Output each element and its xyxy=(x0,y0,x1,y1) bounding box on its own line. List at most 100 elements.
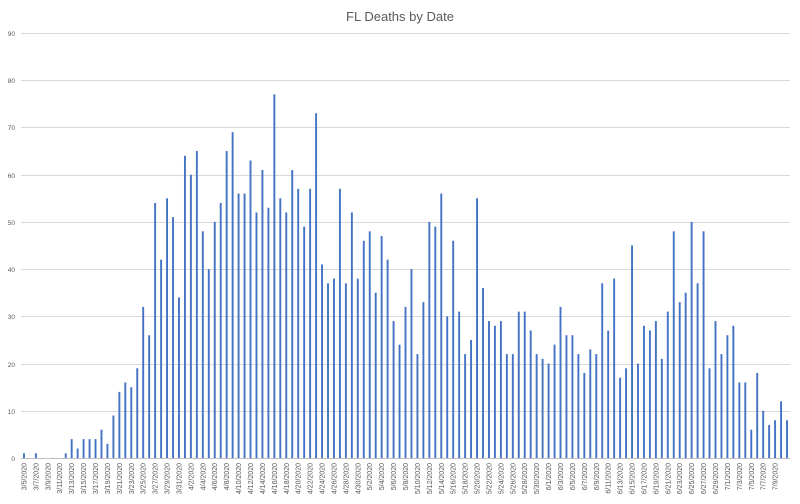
bar xyxy=(219,203,222,458)
x-tick-label: 4/20/2020 xyxy=(296,463,303,494)
bar xyxy=(708,368,711,458)
x-tick-label: 5/2/2020 xyxy=(367,463,374,490)
bar xyxy=(458,311,461,458)
x-tick-label: 3/13/2020 xyxy=(69,463,76,494)
bar xyxy=(261,169,264,458)
bar xyxy=(446,316,449,458)
x-tick-label: 6/17/2020 xyxy=(641,463,648,494)
bar xyxy=(23,453,25,458)
bar xyxy=(166,198,169,458)
bar xyxy=(434,226,437,458)
bar xyxy=(422,302,425,458)
bar xyxy=(207,269,210,458)
bar xyxy=(344,283,347,458)
bar xyxy=(333,278,335,458)
bar xyxy=(529,330,532,458)
bar xyxy=(94,439,97,458)
x-tick-label: 3/31/2020 xyxy=(176,463,183,494)
bar xyxy=(577,354,580,458)
bar xyxy=(780,401,783,458)
x-tick-label: 4/30/2020 xyxy=(355,463,362,494)
x-tick-label: 4/6/2020 xyxy=(212,463,219,490)
x-tick-label: 4/18/2020 xyxy=(284,463,291,494)
x-tick-label: 4/14/2020 xyxy=(260,463,267,494)
y-tick-label: 40 xyxy=(8,267,16,274)
bar xyxy=(559,306,562,458)
x-tick-label: 6/23/2020 xyxy=(677,463,684,494)
bar xyxy=(547,363,550,458)
x-tick-label: 6/3/2020 xyxy=(558,463,565,490)
y-tick-label: 20 xyxy=(8,362,16,369)
x-tick-label: 3/9/2020 xyxy=(45,463,52,490)
x-tick-label: 7/5/2020 xyxy=(749,463,756,490)
bar xyxy=(410,269,413,458)
bar xyxy=(750,429,753,458)
x-tick-label: 7/1/2020 xyxy=(725,463,732,490)
bar xyxy=(297,188,300,458)
x-tick-label: 3/15/2020 xyxy=(81,463,88,494)
y-tick-label: 10 xyxy=(8,409,16,416)
x-tick-label: 5/26/2020 xyxy=(510,463,517,494)
x-tick-label: 6/7/2020 xyxy=(582,463,589,490)
bar xyxy=(124,382,127,458)
x-tick-label: 6/27/2020 xyxy=(701,463,708,494)
x-tick-label: 6/11/2020 xyxy=(606,463,613,494)
bar xyxy=(142,306,145,458)
bar xyxy=(64,453,67,458)
bar xyxy=(303,226,306,458)
bar xyxy=(476,198,478,458)
bar xyxy=(154,203,157,458)
bar xyxy=(648,330,651,458)
x-tick-label: 6/25/2020 xyxy=(689,463,696,494)
bar xyxy=(195,151,198,458)
x-tick-label: 6/5/2020 xyxy=(570,463,577,490)
bar xyxy=(88,439,91,458)
x-tick-label: 4/22/2020 xyxy=(308,463,315,494)
x-tick-label: 3/5/2020 xyxy=(21,463,28,490)
bar xyxy=(321,264,323,458)
bar xyxy=(488,321,490,458)
x-tick-label: 5/20/2020 xyxy=(475,463,482,494)
bar xyxy=(243,193,246,458)
bar xyxy=(762,410,765,458)
x-tick-label: 4/24/2020 xyxy=(320,463,327,494)
x-tick-label: 6/9/2020 xyxy=(594,463,601,490)
bar xyxy=(714,321,717,458)
bar xyxy=(601,283,604,458)
x-tick-label: 3/29/2020 xyxy=(165,463,172,494)
bar xyxy=(362,240,365,458)
bar xyxy=(660,358,663,458)
bar xyxy=(690,221,693,458)
bar xyxy=(231,132,234,459)
bar xyxy=(160,259,163,458)
bar xyxy=(553,344,556,458)
chart-title: FL Deaths by Date xyxy=(346,9,454,24)
x-tick-label: 4/16/2020 xyxy=(272,463,279,494)
bar xyxy=(684,292,687,458)
x-tick-label: 5/14/2020 xyxy=(439,463,446,494)
x-tick-label: 6/15/2020 xyxy=(630,463,637,494)
y-tick-label: 70 xyxy=(8,125,16,132)
bar xyxy=(327,283,329,458)
x-tick-label: 3/25/2020 xyxy=(141,463,148,494)
bar xyxy=(356,278,359,458)
x-tick-label: 3/7/2020 xyxy=(33,463,40,490)
bar xyxy=(654,321,657,458)
y-tick-label: 30 xyxy=(8,314,16,321)
bar xyxy=(148,335,151,458)
bar xyxy=(82,439,85,458)
bar xyxy=(183,155,186,458)
bar xyxy=(267,207,270,458)
bar xyxy=(172,217,174,458)
bar xyxy=(374,292,377,458)
bar xyxy=(565,335,568,458)
bar xyxy=(678,302,681,458)
bar xyxy=(100,429,103,458)
bar xyxy=(672,231,675,458)
bar xyxy=(255,212,258,458)
bar xyxy=(631,245,633,458)
y-tick-label: 90 xyxy=(8,31,16,38)
bar xyxy=(273,94,276,458)
bar xyxy=(309,188,312,458)
bar xyxy=(470,339,473,458)
